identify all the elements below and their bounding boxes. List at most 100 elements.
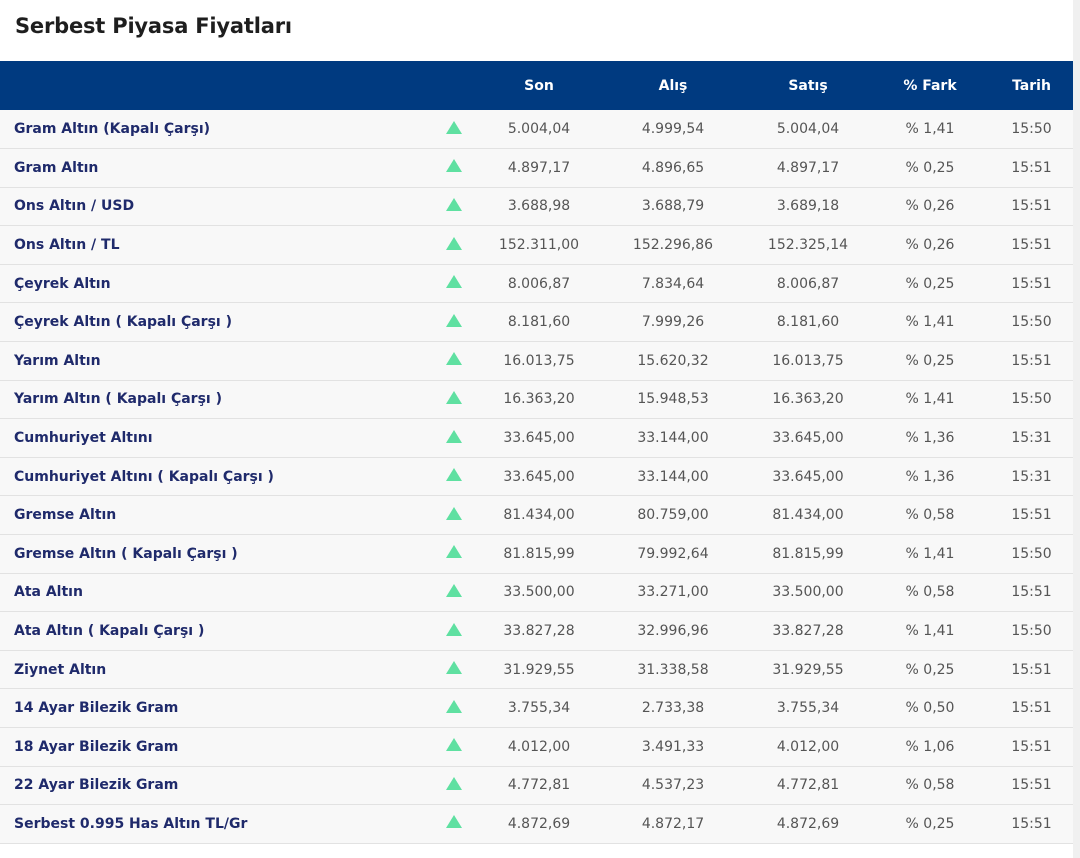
row-satis: 16.363,20 <box>746 380 870 420</box>
row-satis: 33.500,00 <box>746 573 870 613</box>
row-tarih: 15:51 <box>990 804 1073 844</box>
row-fark: % 1,36 <box>870 457 990 497</box>
row-name-link[interactable]: Yarım Altın ( Kapalı Çarşı ) <box>0 380 430 420</box>
row-alis: 32.996,96 <box>600 611 746 651</box>
row-fark: % 0,58 <box>870 766 990 806</box>
table-row[interactable]: Cumhuriyet Altını ( Kapalı Çarşı ) 33.645… <box>0 457 1073 497</box>
row-name-link[interactable]: Ons Altın / USD <box>0 187 430 227</box>
row-tarih: 15:50 <box>990 534 1073 574</box>
up-triangle-icon <box>446 275 462 289</box>
row-name-link[interactable]: Cumhuriyet Altını <box>0 418 430 458</box>
trend-cell <box>430 148 478 188</box>
trend-cell <box>430 302 478 343</box>
trend-cell <box>430 457 478 497</box>
row-alis: 152.296,86 <box>600 225 746 265</box>
row-son: 4.897,17 <box>478 148 600 188</box>
row-son: 16.363,20 <box>478 380 600 420</box>
row-satis: 16.013,75 <box>746 341 870 381</box>
up-triangle-icon <box>446 699 462 713</box>
table-row[interactable]: Ata Altın ( Kapalı Çarşı ) 33.827,28 32.99… <box>0 611 1073 651</box>
row-name-link[interactable]: 18 Ayar Bilezik Gram <box>0 727 430 767</box>
table-row[interactable]: Yarım Altın 16.013,75 15.620,32 16.013,75% … <box>0 341 1073 381</box>
header-son: Son <box>524 77 554 94</box>
up-triangle-icon <box>446 506 462 520</box>
row-son: 33.827,28 <box>478 611 600 651</box>
row-name-link[interactable]: Ziynet Altın <box>0 650 430 690</box>
table-row[interactable]: 18 Ayar Bilezik Gram 4.012,00 3.491,33 4.01… <box>0 727 1073 767</box>
table-row[interactable]: Gremse Altın 81.434,00 80.759,00 81.434,00%… <box>0 495 1073 536</box>
row-tarih: 15:31 <box>990 457 1073 497</box>
header-satis: Satış <box>788 77 828 94</box>
row-fark: % 1,41 <box>870 110 990 150</box>
table-row[interactable]: Çeyrek Altın ( Kapalı Çarşı ) 8.181,60 7.9… <box>0 302 1073 343</box>
row-name-link[interactable]: Gremse Altın <box>0 495 430 536</box>
row-fark: % 0,25 <box>870 264 990 304</box>
row-alis: 33.144,00 <box>600 418 746 458</box>
table-row[interactable]: Ata Altın 33.500,00 33.271,00 33.500,00% 0,… <box>0 573 1073 613</box>
table-row[interactable]: Serbest 0.995 Has Altın TL/Gr 4.872,69 4.8… <box>0 804 1073 844</box>
row-tarih: 15:51 <box>990 766 1073 806</box>
row-tarih: 15:50 <box>990 110 1073 150</box>
table-row[interactable]: Cumhuriyet Altını 33.645,00 33.144,00 33.64… <box>0 418 1073 458</box>
row-name-link[interactable]: Ata Altın <box>0 573 430 613</box>
table-row[interactable]: Ons Altın / USD 3.688,98 3.688,79 3.689,18%… <box>0 187 1073 227</box>
row-satis: 3.755,34 <box>746 688 870 728</box>
row-name-link[interactable]: Ata Altın ( Kapalı Çarşı ) <box>0 611 430 651</box>
header-fark: % Fark <box>903 77 957 94</box>
row-tarih: 15:51 <box>990 148 1073 188</box>
row-name-link[interactable]: Yarım Altın <box>0 341 430 381</box>
trend-cell <box>430 187 478 227</box>
up-triangle-icon <box>446 815 462 829</box>
table-row[interactable]: 14 Ayar Bilezik Gram 3.755,34 2.733,38 3.75… <box>0 688 1073 728</box>
row-name-link[interactable]: Serbest 0.995 Has Altın TL/Gr <box>0 804 430 844</box>
row-alis: 80.759,00 <box>600 495 746 536</box>
table-row[interactable]: Ziynet Altın 31.929,55 31.338,58 31.929,55%… <box>0 650 1073 690</box>
row-alis: 31.338,58 <box>600 650 746 690</box>
row-alis: 4.537,23 <box>600 766 746 806</box>
row-alis: 3.491,33 <box>600 727 746 767</box>
row-fark: % 1,41 <box>870 302 990 343</box>
row-tarih: 15:31 <box>990 418 1073 458</box>
up-triangle-icon <box>446 583 462 597</box>
row-son: 8.181,60 <box>478 302 600 343</box>
row-name-link[interactable]: Ons Altın / TL <box>0 225 430 265</box>
row-satis: 33.645,00 <box>746 418 870 458</box>
row-name-link[interactable]: 14 Ayar Bilezik Gram <box>0 688 430 728</box>
row-tarih: 15:51 <box>990 688 1073 728</box>
row-satis: 4.897,17 <box>746 148 870 188</box>
row-satis: 8.006,87 <box>746 264 870 304</box>
row-name-link[interactable]: Gram Altın <box>0 148 430 188</box>
row-fark: % 0,25 <box>870 341 990 381</box>
row-name-link[interactable]: Gram Altın (Kapalı Çarşı) <box>0 110 430 150</box>
row-tarih: 15:51 <box>990 187 1073 227</box>
row-alis: 15.620,32 <box>600 341 746 381</box>
table-row[interactable]: Ons Altın / TL 152.311,00 152.296,86 152.32… <box>0 225 1073 265</box>
table-row[interactable]: 22 Ayar Bilezik Gram 4.772,81 4.537,23 4.77… <box>0 766 1073 806</box>
row-name-link[interactable]: Gremse Altın ( Kapalı Çarşı ) <box>0 534 430 574</box>
row-son: 16.013,75 <box>478 341 600 381</box>
table-row[interactable]: Yarım Altın ( Kapalı Çarşı ) 16.363,20 15.… <box>0 380 1073 420</box>
row-name-link[interactable]: Çeyrek Altın ( Kapalı Çarşı ) <box>0 302 430 343</box>
row-tarih: 15:51 <box>990 727 1073 767</box>
table-row[interactable]: Çeyrek Altın 8.006,87 7.834,64 8.006,87% 0,… <box>0 264 1073 304</box>
header-row: Son Alış Satış % Fark Tarih <box>0 61 1073 110</box>
row-fark: % 0,58 <box>870 495 990 536</box>
row-tarih: 15:51 <box>990 264 1073 304</box>
row-tarih: 15:50 <box>990 611 1073 651</box>
up-triangle-icon <box>446 661 462 675</box>
table-row[interactable]: Gram Altın (Kapalı Çarşı) 5.004,04 4.999,5… <box>0 110 1073 150</box>
row-son: 5.004,04 <box>478 110 600 150</box>
row-alis: 2.733,38 <box>600 688 746 728</box>
header-name <box>0 61 430 110</box>
table-row[interactable]: Gram Altın 4.897,17 4.896,65 4.897,17% 0,25… <box>0 148 1073 188</box>
trend-cell <box>430 766 478 806</box>
row-son: 33.645,00 <box>478 418 600 458</box>
table-row[interactable]: Gremse Altın ( Kapalı Çarşı ) 81.815,99 79… <box>0 534 1073 574</box>
row-name-link[interactable]: Cumhuriyet Altını ( Kapalı Çarşı ) <box>0 457 430 497</box>
row-name-link[interactable]: Çeyrek Altın <box>0 264 430 304</box>
row-son: 4.872,69 <box>478 804 600 844</box>
up-triangle-icon <box>446 236 462 250</box>
right-edge <box>1073 0 1080 858</box>
row-name-link[interactable]: 22 Ayar Bilezik Gram <box>0 766 430 806</box>
